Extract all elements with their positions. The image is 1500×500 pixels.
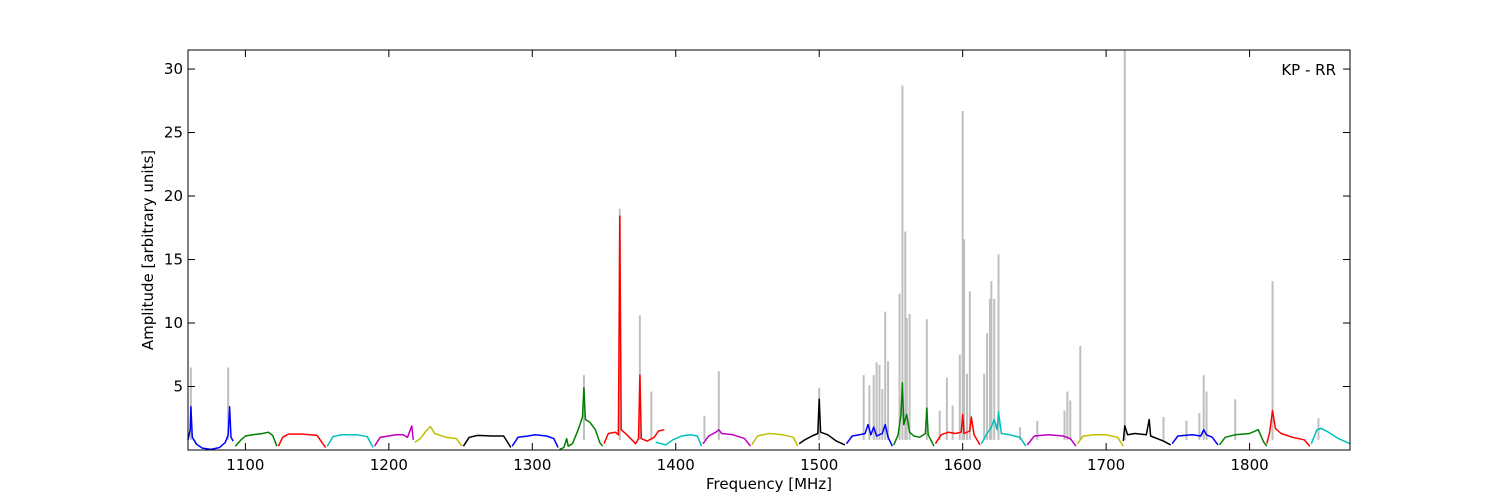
y-tick-label: 10 [164, 314, 183, 332]
series-line-1 [187, 406, 234, 451]
x-tick-label: 1100 [226, 456, 264, 474]
series-line-4 [326, 434, 374, 448]
x-axis-ticks: 1100 1200 1300 1400 1500 1600 1700 1800 [226, 50, 1269, 474]
y-tick-label: 5 [173, 378, 183, 396]
plot-frame [187, 49, 1351, 451]
x-tick-label: 1200 [370, 456, 408, 474]
series-line-14 [798, 398, 846, 446]
series-line-11 [655, 434, 703, 447]
y-tick-label: 15 [164, 251, 183, 269]
series-line-22 [1171, 428, 1219, 446]
series-line-7 [462, 434, 512, 448]
series-line-9 [559, 387, 604, 451]
series-line-23 [1218, 428, 1268, 447]
series-line-13 [751, 432, 799, 447]
series-line-19 [1026, 434, 1077, 447]
series-line-6 [414, 425, 463, 447]
y-axis-label: Amplitude [arbitrary units] [139, 150, 157, 350]
series-line-8 [511, 434, 559, 448]
x-tick-label: 1500 [800, 456, 838, 474]
y-tick-label: 25 [164, 124, 183, 142]
series-line-20 [1076, 434, 1124, 447]
x-tick-label: 1300 [513, 456, 551, 474]
x-tick-label: 1700 [1087, 456, 1125, 474]
y-tick-label: 30 [164, 60, 183, 78]
x-tick-label: 1600 [944, 456, 982, 474]
x-tick-label: 1800 [1230, 456, 1268, 474]
series-line-16 [893, 381, 935, 447]
polarization-annotation: KP - RR [1281, 61, 1336, 79]
series-line-12 [702, 428, 751, 447]
bandpass-series-layer [187, 215, 1351, 451]
series-line-2 [234, 431, 278, 447]
series-line-15 [845, 423, 894, 447]
series-line-18 [980, 411, 1027, 447]
series-line-3 [277, 433, 327, 448]
x-axis-label: Frequency [MHz] [706, 475, 832, 493]
y-axis-ticks: 5 10 15 20 25 30 [164, 60, 1350, 396]
series-line-25 [1310, 427, 1351, 445]
series-line-5 [373, 425, 414, 447]
series-line-21 [1122, 418, 1172, 446]
series-line-17 [934, 413, 981, 446]
series-line-24 [1266, 409, 1311, 447]
y-tick-label: 20 [164, 187, 183, 205]
x-tick-label: 1400 [657, 456, 695, 474]
raw-spectrum-layer [189, 50, 1320, 440]
series-line-10 [603, 215, 665, 445]
